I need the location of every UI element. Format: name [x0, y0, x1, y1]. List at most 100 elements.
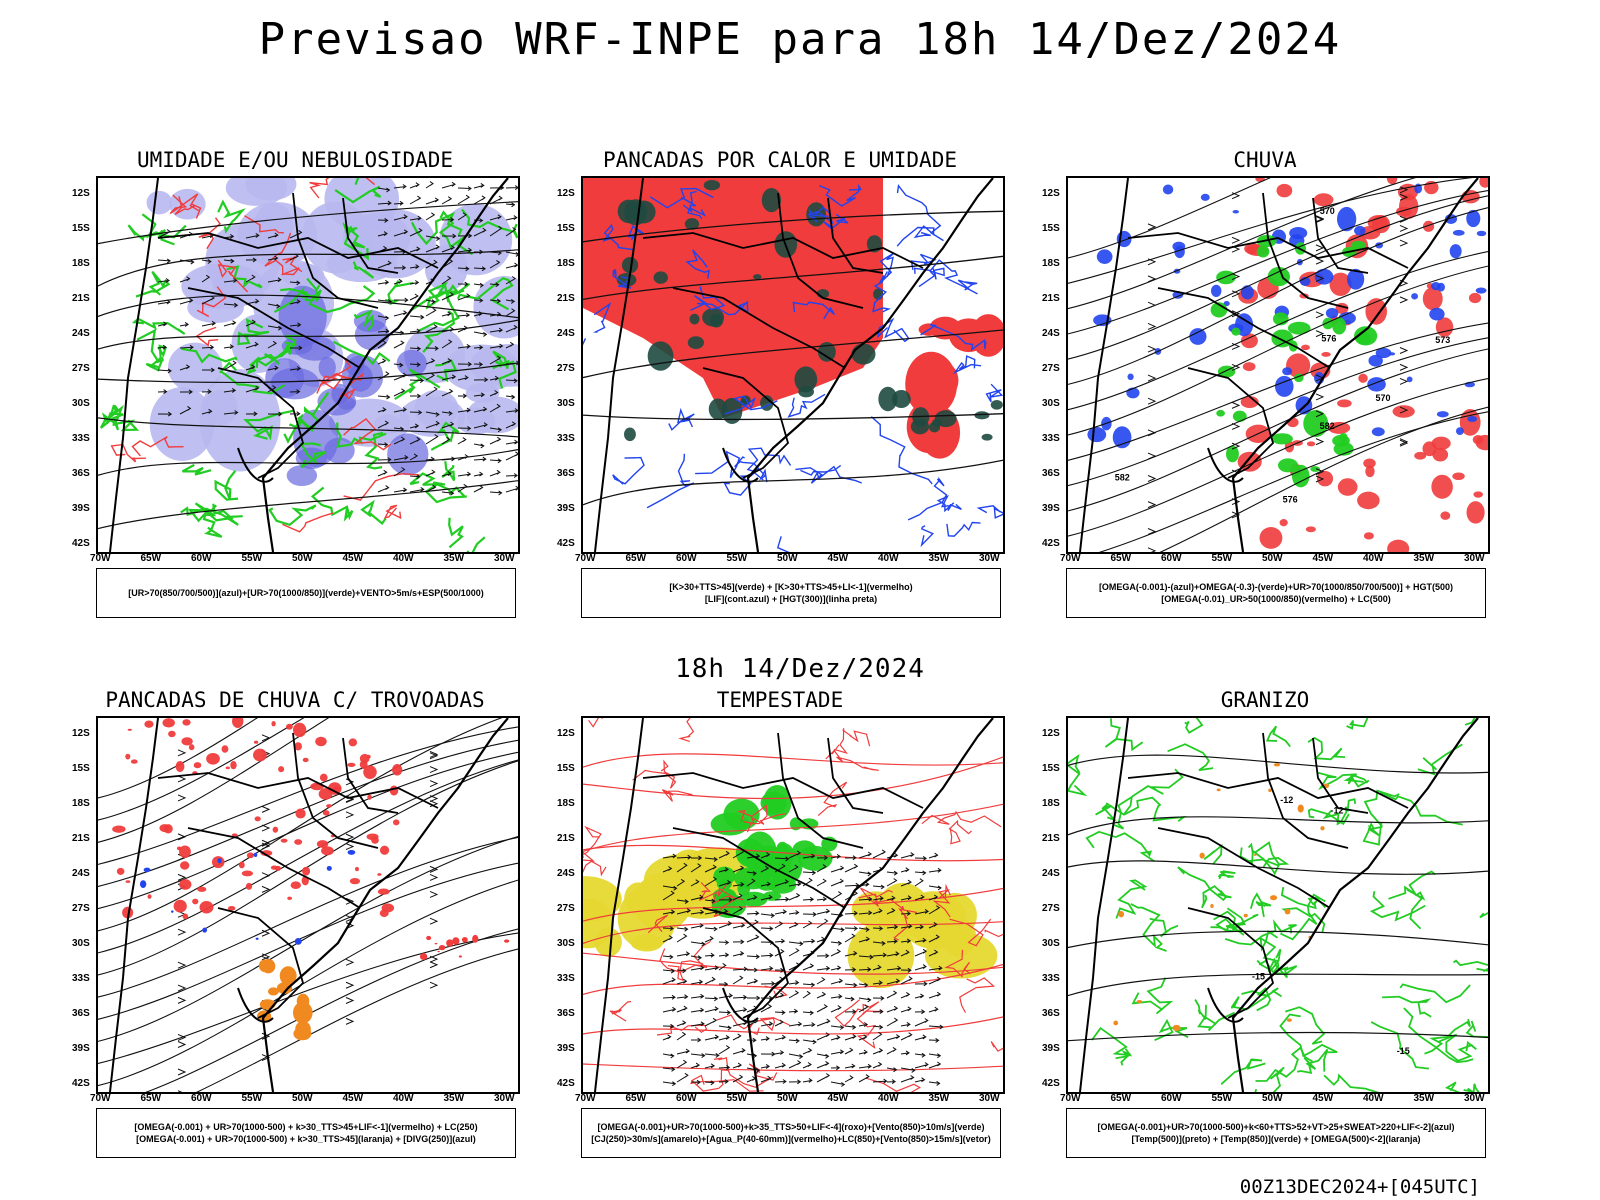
wind-vector [718, 897, 733, 903]
contour-line [1452, 959, 1488, 972]
shaded-area [1268, 788, 1272, 793]
longitude-label: 40W [1363, 553, 1384, 564]
country-border [702, 907, 790, 1019]
latitude-label: 33S [72, 433, 90, 444]
river-plate [237, 987, 274, 1023]
shaded-area [322, 810, 330, 816]
contour-line [448, 517, 464, 549]
shaded-area [1357, 491, 1380, 510]
contour-line [435, 359, 458, 383]
contour-label: 573 [1435, 335, 1450, 345]
shaded-area [1367, 377, 1386, 392]
contour-line [432, 481, 466, 498]
shaded-area [1189, 328, 1207, 345]
coastline [261, 178, 509, 552]
panel-legend: [K>30+TTS>45](verde) + [K>30+TTS>45+LI<-… [581, 568, 1001, 618]
wind-vector [409, 246, 421, 253]
wind-vector [914, 924, 925, 930]
wind-vector [377, 371, 390, 381]
wind-vector [457, 425, 472, 431]
shaded-area [1452, 472, 1465, 481]
latitude-label: 24S [557, 868, 575, 879]
wind-vector [747, 995, 761, 1001]
latitude-label: 27S [557, 363, 575, 374]
latitude-label: 30S [557, 938, 575, 949]
wind-vector [690, 863, 702, 873]
panel-legend: [OMEGA(-0.001)+UR>70(1000-500)+k<60+TTS>… [1066, 1108, 1486, 1158]
shaded-area [181, 737, 193, 746]
shaded-area [1467, 415, 1478, 422]
state-border [1127, 772, 1409, 809]
shaded-area [653, 271, 668, 284]
wind-vector [157, 411, 173, 417]
shaded-area [1243, 913, 1248, 918]
streamline [98, 835, 518, 1042]
contour-line [667, 960, 703, 982]
longitude-label: 30W [494, 553, 515, 564]
wind-vector [377, 187, 391, 193]
contour-line [907, 476, 948, 521]
shaded-area [1276, 183, 1293, 198]
wind-vector [690, 979, 704, 985]
wind-vector [816, 1053, 830, 1059]
streamline-arrow [261, 734, 271, 742]
shaded-area [363, 765, 377, 779]
wind-vector [886, 951, 900, 957]
wind-vector [816, 1060, 830, 1069]
wind-vector [858, 997, 872, 1003]
state-border [187, 827, 361, 909]
wind-vector [774, 1062, 787, 1069]
wind-vector [928, 867, 942, 873]
streamline-arrow [1315, 244, 1325, 252]
river-plate [237, 447, 274, 483]
wind-vector [816, 1004, 828, 1013]
shaded-area [735, 838, 764, 868]
contour-line [822, 213, 849, 232]
streamline-arrow [1231, 290, 1241, 298]
streamline-arrow [1315, 475, 1325, 483]
contour-line [1285, 1006, 1326, 1045]
shaded-area [1231, 327, 1241, 336]
contour-line [343, 472, 420, 501]
contour-line [668, 407, 695, 431]
wind-vector [505, 360, 518, 366]
shaded-area [295, 808, 306, 819]
forecast-map [96, 716, 520, 1094]
streamline-arrow [1399, 438, 1409, 446]
isoline [1068, 754, 1488, 774]
wind-vector [179, 389, 193, 395]
contour-label: -15 [1397, 1046, 1410, 1056]
contour-line [1399, 983, 1471, 1004]
streamline-arrow [1231, 498, 1241, 506]
shaded-area [1232, 210, 1239, 214]
latitude-label: 12S [1042, 728, 1060, 739]
streamline [1159, 406, 1488, 552]
wind-vector [928, 1080, 941, 1086]
wind-vector [872, 1024, 884, 1030]
longitude-label: 45W [1312, 1093, 1334, 1104]
shaded-area [367, 794, 372, 800]
wind-vector [505, 298, 516, 304]
shaded-area [1387, 539, 1410, 552]
wind-vector [409, 453, 419, 461]
contour-line [1479, 911, 1488, 919]
shaded-area [1414, 451, 1427, 460]
wind-vector [760, 1051, 776, 1057]
wind-vector [914, 948, 928, 957]
contour-line [921, 810, 1002, 828]
wind-vector [289, 229, 303, 239]
wind-vector [746, 1075, 757, 1083]
latitude-label: 36S [1042, 468, 1060, 479]
wind-vector [245, 232, 260, 239]
wind-vector [393, 372, 408, 381]
wind-vector [223, 258, 235, 264]
wind-vector [830, 1065, 841, 1071]
latitude-label: 39S [557, 1043, 575, 1054]
contour-line [1249, 892, 1272, 918]
contour-line [1444, 1081, 1480, 1092]
wind-vector [928, 894, 939, 901]
streamline-arrow [261, 929, 271, 937]
shaded-area [1475, 287, 1487, 294]
streamline-arrow [1147, 374, 1157, 382]
wind-vector [900, 1075, 915, 1083]
